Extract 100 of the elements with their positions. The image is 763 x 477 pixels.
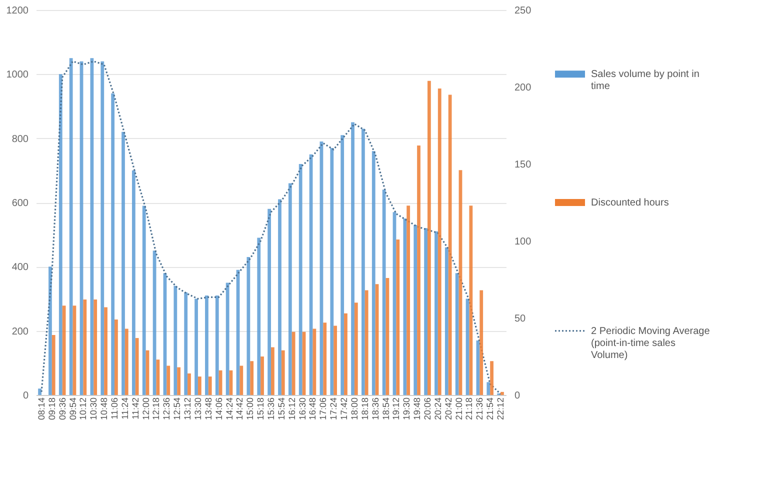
bar — [194, 298, 198, 395]
x-tick-label: 21:00 — [454, 398, 464, 420]
y2-tick-label: 0 — [514, 390, 520, 402]
bar — [323, 322, 327, 395]
y2-tick-label: 200 — [514, 82, 532, 94]
x-tick-label: 15:18 — [256, 398, 266, 420]
x-tick-label: 18:54 — [380, 398, 391, 420]
bar — [135, 338, 139, 395]
x-tick-label: 12:54 — [172, 398, 182, 420]
bar — [362, 128, 365, 395]
bar — [111, 93, 115, 395]
x-tick-label: 21:36 — [474, 398, 485, 420]
x-tick-label: 21:54 — [485, 398, 496, 420]
x-tick-label: 09:36 — [57, 398, 68, 420]
bar — [166, 366, 170, 395]
bar — [334, 326, 337, 395]
x-tick-label: 14:42 — [234, 398, 245, 420]
legend-label: Sales volume by point in time — [591, 69, 700, 92]
bar — [246, 257, 250, 395]
bar — [226, 282, 230, 395]
x-tick-label: 18:00 — [349, 398, 360, 420]
x-tick-label: 13:48 — [203, 398, 214, 420]
x-tick-label: 19:12 — [391, 398, 402, 420]
x-tick-label: 10:12 — [78, 398, 88, 420]
x-tick-label: 22:12 — [496, 398, 506, 420]
bar — [340, 135, 344, 395]
bar — [104, 307, 108, 395]
x-tick-label: 19:48 — [412, 398, 422, 420]
x-tick-label: 15:54 — [276, 398, 286, 420]
y-tick-label: 200 — [12, 326, 29, 338]
x-tick-label: 11:24 — [120, 398, 130, 420]
x-tick-label: 14:06 — [214, 398, 224, 420]
x-tick-label: 10:48 — [99, 398, 110, 420]
bar — [278, 199, 282, 395]
bar — [372, 151, 376, 395]
bar — [122, 132, 125, 395]
x-tick-label: 19:30 — [402, 398, 412, 420]
bar — [132, 170, 136, 395]
y-tick-label: 600 — [12, 198, 29, 209]
bar — [156, 360, 160, 395]
x-tick-label: 20:06 — [422, 398, 432, 420]
x-tick-label: 17:06 — [318, 398, 328, 420]
bar — [177, 367, 180, 395]
x-tick-label: 14:24 — [224, 398, 234, 420]
y2-tick-label: 150 — [514, 160, 532, 170]
y-tick-label: 400 — [12, 262, 29, 274]
bar — [330, 148, 334, 395]
legend-label: Discounted hours — [591, 198, 669, 208]
bar — [281, 350, 285, 395]
bar — [69, 58, 73, 395]
y2-tick-label: 100 — [514, 236, 532, 248]
x-tick-label: 12:18 — [151, 398, 162, 420]
y-tick-label: 800 — [12, 134, 29, 145]
bar — [312, 328, 316, 395]
bar — [271, 347, 274, 395]
x-tick-label: 16:12 — [286, 398, 297, 420]
x-tick-label: 16:30 — [297, 398, 308, 420]
bar — [240, 366, 244, 395]
y-tick-label: 0 — [22, 390, 29, 402]
x-tick-label: 09:18 — [46, 398, 57, 420]
y-tick-label: 1200 — [6, 6, 29, 16]
bar — [38, 388, 42, 395]
x-tick-label: 21:18 — [464, 398, 474, 420]
x-tick-label: 11:06 — [110, 398, 120, 420]
y-tick-label: 1000 — [6, 70, 29, 81]
x-tick-label: 15:00 — [245, 398, 256, 420]
x-tick-label: 16:48 — [308, 398, 318, 420]
bar — [250, 361, 254, 395]
x-tick-label: 18:36 — [370, 398, 380, 420]
bar — [94, 300, 98, 395]
x-tick-label: 13:12 — [182, 398, 193, 420]
bar — [174, 286, 178, 395]
bar — [344, 313, 348, 395]
x-tick-label: 13:30 — [192, 398, 203, 420]
x-tick-label: 08:14 — [36, 398, 46, 420]
bar — [268, 208, 271, 395]
bar — [58, 74, 62, 395]
x-tick-label: 20:24 — [432, 398, 443, 420]
bar — [114, 320, 118, 395]
x-tick-label: 17:42 — [339, 398, 350, 420]
bar — [83, 300, 87, 395]
bar — [260, 356, 264, 395]
bar — [205, 296, 208, 395]
x-tick-label: 11:42 — [130, 398, 140, 420]
x-tick-label: 20:42 — [443, 398, 454, 420]
bar — [298, 164, 302, 395]
x-tick-label: 18:18 — [360, 398, 370, 420]
bar — [142, 206, 146, 395]
x-tick-label: 15:36 — [266, 398, 276, 420]
bar — [48, 266, 52, 395]
y2-tick-label: 50 — [514, 314, 526, 324]
bar — [208, 376, 212, 395]
bar — [184, 292, 188, 395]
bar — [257, 238, 261, 395]
bar — [124, 328, 128, 395]
x-tick-label: 10:30 — [88, 398, 99, 420]
bar — [292, 332, 296, 395]
x-tick-label: 09:54 — [68, 398, 78, 420]
bar — [215, 296, 219, 395]
x-tick-label: 12:00 — [140, 398, 151, 420]
